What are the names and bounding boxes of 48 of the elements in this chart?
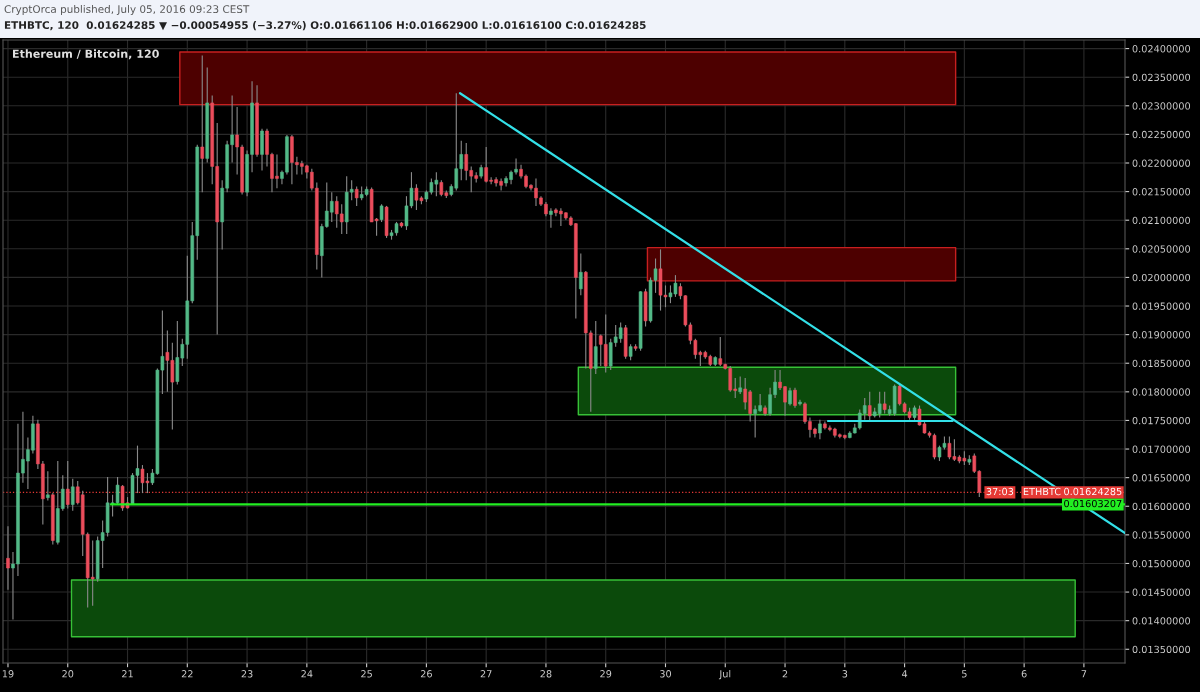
y-tick-label: 0.02300000 xyxy=(1132,102,1191,110)
x-tick-label: 3 xyxy=(842,670,848,678)
y-tick-label: 0.01600000 xyxy=(1132,502,1191,511)
x-tick-label: 7 xyxy=(1081,670,1087,678)
x-tick-label: 4 xyxy=(901,670,908,678)
x-tick-label: 19 xyxy=(2,670,14,678)
y-tick-label: 0.01850000 xyxy=(1132,359,1191,368)
chart-title: CryptOrca published, July 05, 2016 09:23 CEST xyxy=(4,4,250,16)
x-tick-label: 29 xyxy=(600,670,612,678)
x-tick-label: 30 xyxy=(660,670,672,678)
y-tick-label: 0.01800000 xyxy=(1132,388,1191,396)
x-tick-label: 23 xyxy=(241,670,253,678)
annotation: Ethereum / Bitcoin, 120 xyxy=(13,49,159,60)
y-tick-label: 0.01350000 xyxy=(1132,645,1191,654)
x-tick-label: 26 xyxy=(420,670,432,678)
x-tick-label: 21 xyxy=(122,670,133,678)
x-tick-label: 28 xyxy=(540,670,552,678)
y-tick-label: 0.01650000 xyxy=(1132,474,1191,482)
y-tick-label: 0.02050000 xyxy=(1132,245,1191,253)
data-label: 0.01603207 xyxy=(1064,499,1122,508)
y-tick-label: 0.01950000 xyxy=(1132,302,1191,310)
annotation: 37:03 xyxy=(986,487,1014,496)
y-tick-label: 0.01500000 xyxy=(1132,559,1191,568)
x-tick-label: Jul xyxy=(718,669,731,680)
x-tick-label: 2 xyxy=(782,670,788,678)
y-tick-label: 0.02200000 xyxy=(1132,159,1191,167)
y-tick-label: 0.01450000 xyxy=(1132,588,1191,596)
annotation: 0.01624285 xyxy=(1064,487,1122,496)
y-tick-label: 0.01900000 xyxy=(1132,331,1191,339)
y-tick-label: 0.02150000 xyxy=(1132,188,1191,196)
x-tick-label: 27 xyxy=(480,670,492,678)
y-tick-label: 0.02250000 xyxy=(1132,130,1191,139)
ref-line-label: ETHBTC xyxy=(1023,487,1061,496)
y-tick-label: 0.02350000 xyxy=(1132,73,1191,82)
x-tick-label: 5 xyxy=(962,670,967,678)
x-tick-label: 20 xyxy=(62,670,74,678)
x-tick-label: 25 xyxy=(361,670,372,678)
chart-subtitle: ETHBTC, 120 0.01624285 ▼ −0.00054955 (−3.27%) O:0.01661106 H:0.01662900 L:0.01616100 C:0.01624285 xyxy=(4,20,646,31)
x-tick-label: 24 xyxy=(301,670,313,678)
y-tick-label: 0.01750000 xyxy=(1132,416,1191,425)
y-tick-label: 0.01400000 xyxy=(1132,617,1191,625)
x-tick-label: 22 xyxy=(181,670,193,678)
y-tick-label: 0.02000000 xyxy=(1132,273,1191,282)
y-tick-label: 0.01550000 xyxy=(1132,531,1191,539)
x-tick-label: 6 xyxy=(1021,670,1027,678)
y-tick-label: 0.02100000 xyxy=(1132,216,1191,225)
y-tick-label: 0.01700000 xyxy=(1132,445,1191,453)
y-tick-label: 0.02400000 xyxy=(1132,45,1191,53)
